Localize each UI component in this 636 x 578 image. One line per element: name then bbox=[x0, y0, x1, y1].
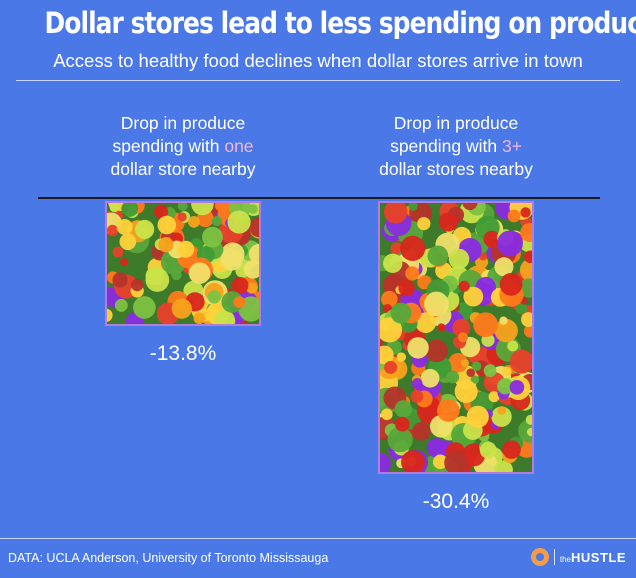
data-label-one-store: -13.8% bbox=[149, 342, 217, 366]
data-label-three-plus-stores: -30.4% bbox=[422, 490, 490, 513]
chart-baseline bbox=[38, 197, 600, 199]
bar-outline bbox=[378, 201, 534, 474]
column-label-line: dollar store nearby bbox=[110, 159, 256, 179]
footer-divider bbox=[0, 538, 636, 539]
brand-logo: theHUSTLE bbox=[530, 548, 626, 566]
column-label-line: spending with one bbox=[73, 135, 293, 158]
column-label-line: Drop in produce bbox=[393, 113, 519, 133]
column-label-highlight: one bbox=[224, 136, 254, 156]
bar-outline bbox=[105, 201, 261, 327]
hubspot-sprocket-icon bbox=[530, 548, 549, 566]
brand-wordmark: theHUSTLE bbox=[559, 549, 626, 565]
chart-title: Dollar stores lead to less spending on p… bbox=[44, 6, 636, 40]
column-label-three-plus-stores: Drop in produce spending with 3+ dollar … bbox=[346, 112, 566, 181]
bar bbox=[106, 202, 260, 326]
bar bbox=[379, 202, 533, 473]
brand-divider bbox=[553, 549, 555, 565]
column-label-line: dollar stores nearby bbox=[379, 159, 533, 179]
column-label-line: Drop in produce bbox=[120, 113, 246, 133]
chart-subtitle: Access to healthy food declines when dol… bbox=[53, 50, 583, 71]
source-note: DATA: UCLA Anderson, University of Toron… bbox=[8, 551, 329, 565]
column-label-text: spending with bbox=[112, 136, 225, 156]
column-label-one-store: Drop in produce spending with one dollar… bbox=[73, 112, 293, 181]
column-label-text: spending with bbox=[390, 136, 502, 156]
column-label-line: spending with 3+ bbox=[346, 135, 566, 158]
column-label-highlight: 3+ bbox=[501, 136, 522, 156]
header-divider bbox=[16, 80, 620, 81]
